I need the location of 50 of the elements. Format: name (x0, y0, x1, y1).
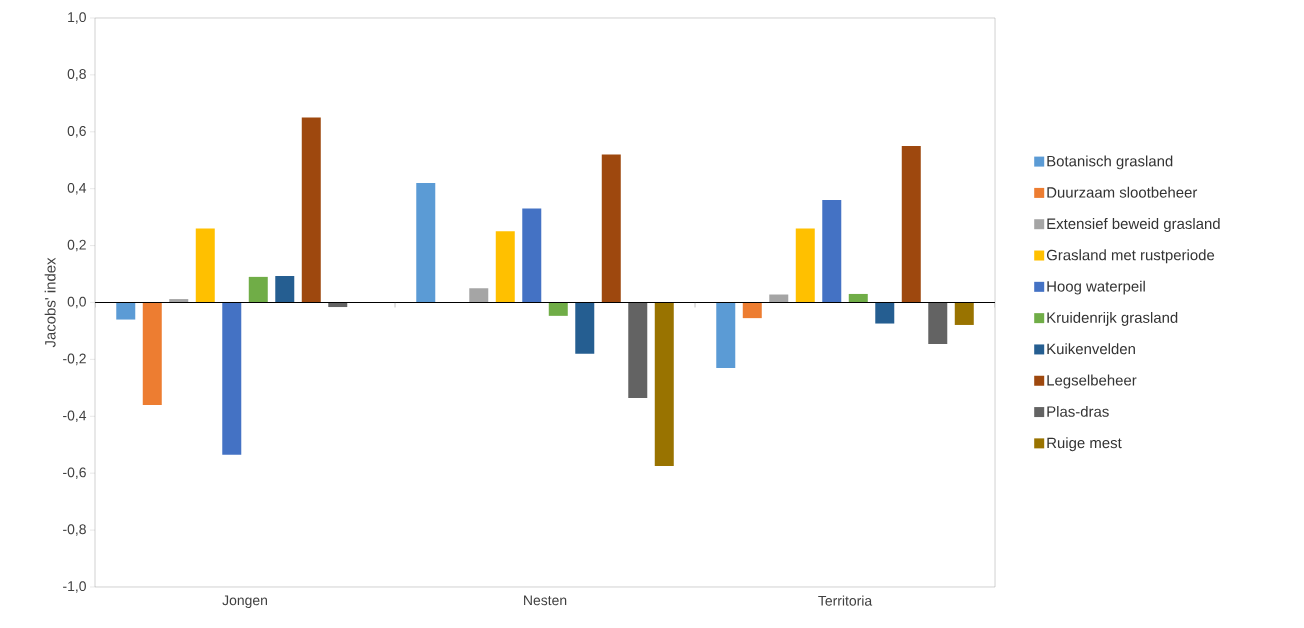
legend-label: Kruidenrijk grasland (1047, 311, 1178, 326)
y-tick-label: 1,0 (68, 12, 86, 24)
legend-label: Ruige mest (1047, 437, 1122, 452)
bar (248, 276, 268, 303)
bar (742, 302, 762, 319)
bar (222, 302, 242, 455)
bar (116, 302, 136, 320)
y-tick-label: 0,8 (67, 69, 86, 81)
bar (822, 200, 842, 303)
bar (275, 276, 295, 303)
bar (901, 146, 921, 303)
bar (495, 231, 515, 303)
bar (575, 302, 595, 354)
y-tick-label: 0,0 (67, 296, 86, 309)
bar (469, 288, 489, 303)
x-tick-label: Nesten (524, 595, 567, 606)
legend-label: Grasland met rustperiode (1046, 249, 1215, 264)
y-tick-label: -0,6 (63, 467, 86, 479)
bar (875, 302, 895, 324)
y-tick-label: 0,6 (67, 126, 86, 138)
bar (301, 117, 321, 303)
bar (628, 302, 648, 399)
bar (142, 302, 162, 405)
bar (601, 154, 621, 303)
y-tick-label: 0,4 (67, 182, 87, 195)
y-axis-title: Jacobs' index (44, 257, 56, 348)
legend-label: Extensief beweid grasland (1047, 218, 1220, 232)
x-tick-label: Jongen (222, 595, 267, 608)
y-tick-label: -1,0 (63, 581, 86, 593)
bar (195, 228, 215, 303)
legend-label: Kuikenvelden (1047, 343, 1135, 355)
legend-label: Hoog waterpeil (1047, 280, 1145, 295)
bar (654, 302, 674, 467)
legend-label: Botanisch grasland (1047, 155, 1173, 170)
y-tick-label: -0,2 (63, 353, 86, 366)
y-tick-label: -0,4 (63, 410, 87, 423)
legend-label: Legselbeheer (1047, 374, 1137, 389)
bar (928, 302, 948, 345)
bar (716, 302, 736, 368)
y-tick-label: -0,8 (63, 524, 86, 536)
y-tick-label: 0,2 (67, 239, 86, 252)
bar (416, 182, 436, 303)
bar (848, 293, 868, 303)
bar (954, 302, 974, 325)
bar (548, 302, 568, 316)
legend-label: Duurzaam slootbeheer (1047, 186, 1198, 198)
bar (522, 208, 542, 303)
x-tick-label: Territoria (818, 595, 873, 606)
bar (795, 228, 815, 303)
legend-label: Plas-dras (1047, 405, 1109, 417)
